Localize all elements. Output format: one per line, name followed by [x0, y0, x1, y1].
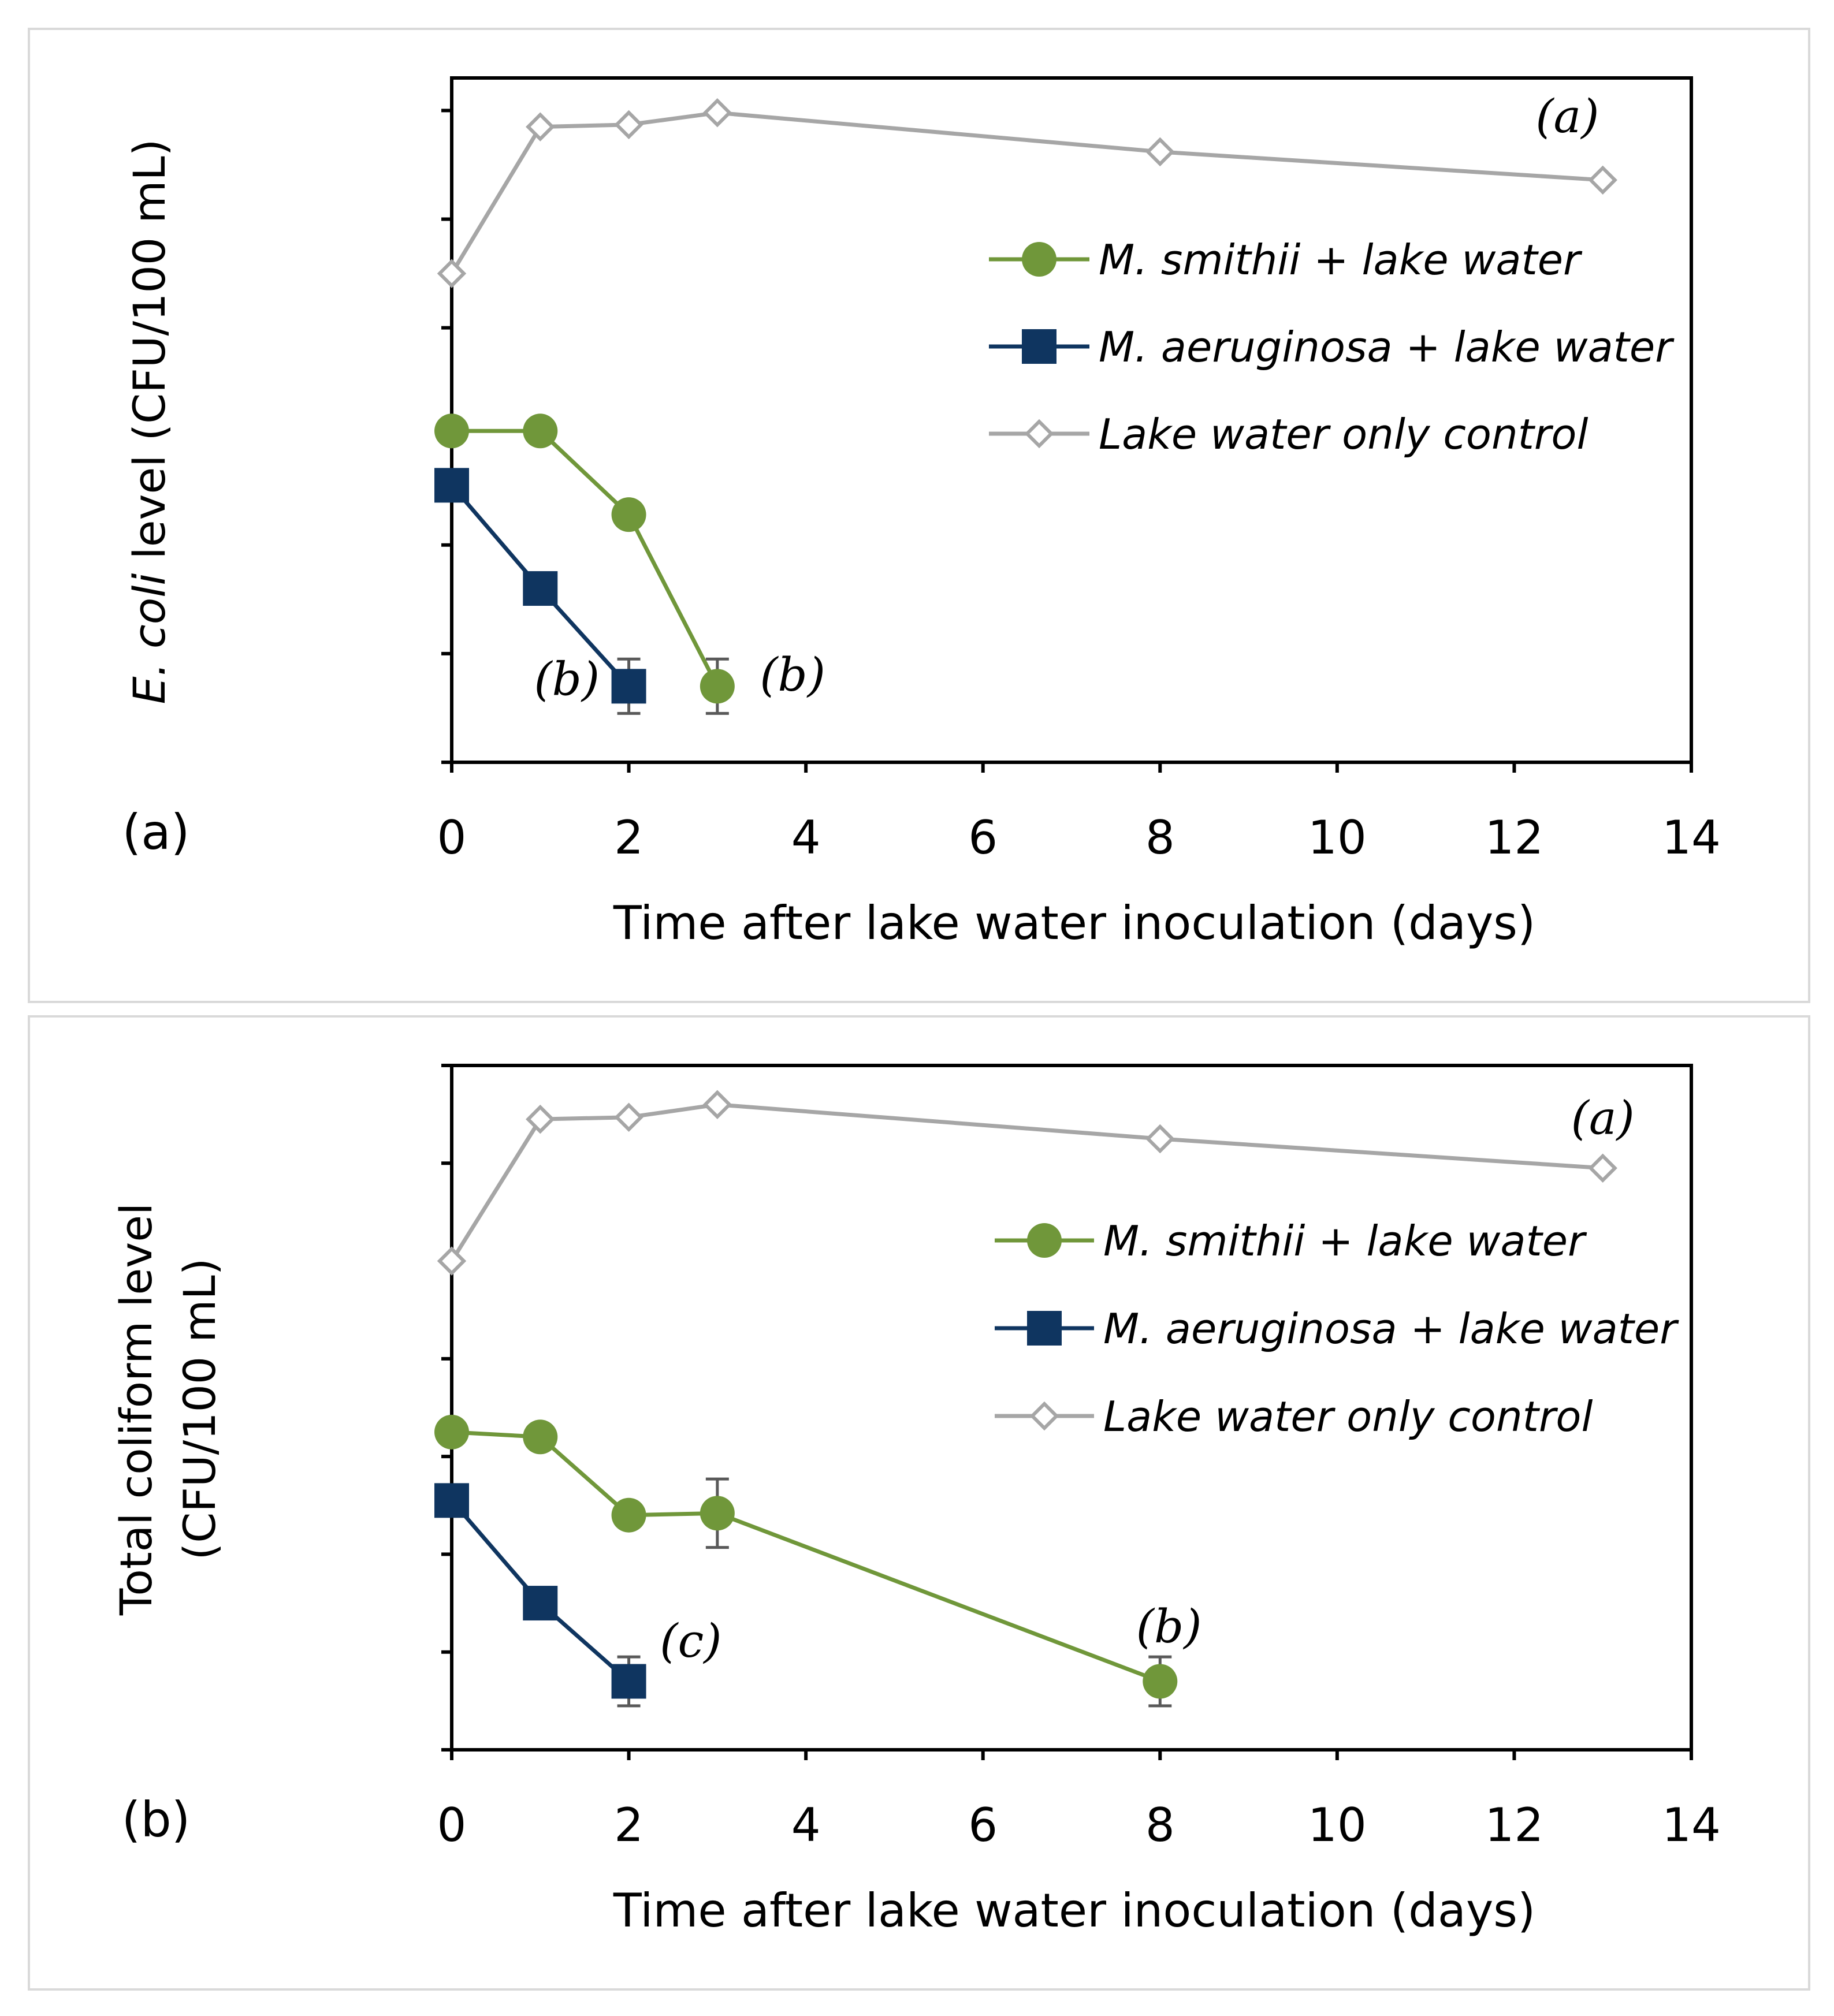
y-axis-title-italic: E. coli	[124, 573, 175, 705]
x-tick-label: 0	[437, 1798, 467, 1852]
data-point	[614, 110, 643, 140]
series-gray	[437, 98, 1617, 288]
legend-item-navy: M. aeruginosa + lake water	[995, 1305, 1679, 1353]
legend-item-navy: M. aeruginosa + lake water	[989, 323, 1675, 371]
x-tick-label: 10	[1308, 1798, 1367, 1852]
panel-a: (a) E. coli level (CFU/100 mL) Time afte…	[28, 28, 1810, 1003]
data-point	[523, 1419, 558, 1455]
legend: M. smithii + lake water M. aeruginosa + l…	[989, 236, 1675, 459]
x-axis-title: Time after lake water inoculation (days)	[613, 896, 1535, 950]
data-point	[1145, 1124, 1175, 1154]
plot-border	[450, 1064, 1693, 1752]
legend-swatch-marker	[1027, 1311, 1062, 1346]
data-point	[611, 1497, 646, 1533]
panel-label: (a)	[122, 804, 189, 860]
legend-swatch-marker	[1022, 242, 1056, 277]
data-point	[1143, 1664, 1178, 1699]
data-point	[611, 1664, 646, 1699]
data-point	[611, 669, 646, 704]
legend-swatch-marker	[1029, 1401, 1059, 1431]
x-tick-label: 2	[614, 1798, 643, 1852]
legend-label: M. smithii + lake water	[1099, 236, 1583, 284]
legend-item-gray: Lake water only control	[995, 1392, 1593, 1441]
plot-area: (a) (c) (b)	[434, 1064, 1693, 1760]
data-point	[700, 669, 735, 704]
series-line-gray	[450, 1102, 1603, 1262]
y-axis-title-line2-text: (CFU/100 mL)	[174, 1258, 225, 1560]
x-tick-labels: 0 2 4 6 8 10 12 14	[437, 1798, 1721, 1852]
data-point	[611, 497, 646, 532]
x-tick-label: 6	[968, 811, 998, 864]
x-tick-label: 10	[1308, 811, 1367, 864]
x-tick-label: 14	[1662, 811, 1721, 864]
annotation-label: (a)	[1535, 90, 1599, 143]
series-line-gray	[450, 110, 1603, 275]
x-tick-labels: 0 2 4 6 8 10 12 14	[437, 811, 1721, 864]
data-point	[614, 1102, 643, 1132]
legend-label: M. aeruginosa + lake water	[1099, 323, 1675, 371]
data-point	[523, 413, 558, 449]
data-point	[523, 1586, 558, 1621]
series-green	[434, 1414, 1178, 1708]
data-point	[437, 1246, 467, 1276]
data-point	[1588, 1153, 1617, 1183]
data-point	[434, 413, 469, 449]
data-point	[1588, 165, 1617, 195]
legend-label: Lake water only control	[1103, 1392, 1593, 1441]
data-point	[526, 1104, 555, 1134]
annotation-label: (b)	[1136, 1600, 1202, 1653]
series-navy	[434, 1483, 646, 1708]
x-tick-label: 8	[1145, 1798, 1175, 1852]
legend: M. smithii + lake water M. aeruginosa + l…	[995, 1217, 1679, 1441]
data-point	[700, 1496, 735, 1531]
x-tick-label: 4	[791, 1798, 821, 1852]
legend-swatch-marker	[1027, 1223, 1062, 1258]
legend-item-green: M. smithii + lake water	[989, 236, 1583, 284]
annotation-label: (b)	[760, 648, 825, 702]
series-gray	[437, 1090, 1617, 1276]
data-point	[434, 468, 469, 503]
data-point	[434, 1483, 469, 1518]
x-tick-label: 6	[968, 1798, 998, 1852]
legend-swatch-marker	[1024, 419, 1054, 449]
series-navy	[434, 468, 646, 715]
y-axis-title: E. coli level (CFU/100 mL)	[124, 139, 175, 705]
series-green	[434, 413, 735, 715]
x-tick-label: 12	[1485, 811, 1544, 864]
y-axis-title-rest: level (CFU/100 mL)	[124, 139, 175, 573]
panel-label: (b)	[122, 1791, 191, 1848]
data-point	[1145, 137, 1175, 167]
x-tick-label: 12	[1485, 1798, 1544, 1852]
legend-item-green: M. smithii + lake water	[995, 1217, 1587, 1265]
legend-label: M. aeruginosa + lake water	[1103, 1305, 1679, 1353]
x-tick-label: 0	[437, 811, 467, 864]
x-tick-label: 2	[614, 811, 643, 864]
x-tick-label: 14	[1662, 1798, 1721, 1852]
series-line-green	[452, 428, 719, 687]
legend-label: M. smithii + lake water	[1103, 1217, 1587, 1265]
y-axis-title: Total coliform level	[110, 1203, 162, 1616]
data-point	[437, 259, 467, 288]
y-axis-title-line1: Total coliform level	[110, 1203, 162, 1616]
annotation-label: (a)	[1571, 1091, 1635, 1145]
annotation-label: (c)	[660, 1614, 721, 1668]
data-point	[434, 1414, 469, 1449]
legend-item-gray: Lake water only control	[989, 410, 1588, 459]
legend-label: Lake water only control	[1099, 410, 1588, 459]
panel-frame	[28, 1015, 1810, 1991]
plot-area: (a) (b) (b)	[434, 76, 1693, 773]
panel-b: (b) Total coliform level (CFU/100 mL) Ti…	[28, 1015, 1810, 1991]
data-point	[526, 112, 555, 141]
x-tick-label: 4	[791, 811, 821, 864]
data-point	[523, 571, 558, 606]
panel-frame	[28, 28, 1810, 1003]
data-point	[702, 98, 732, 128]
legend-swatch-marker	[1022, 329, 1056, 364]
x-tick-label: 8	[1145, 811, 1175, 864]
x-axis-title: Time after lake water inoculation (days)	[613, 1884, 1535, 1937]
annotation-label: (b)	[534, 652, 600, 706]
data-point	[702, 1090, 732, 1119]
